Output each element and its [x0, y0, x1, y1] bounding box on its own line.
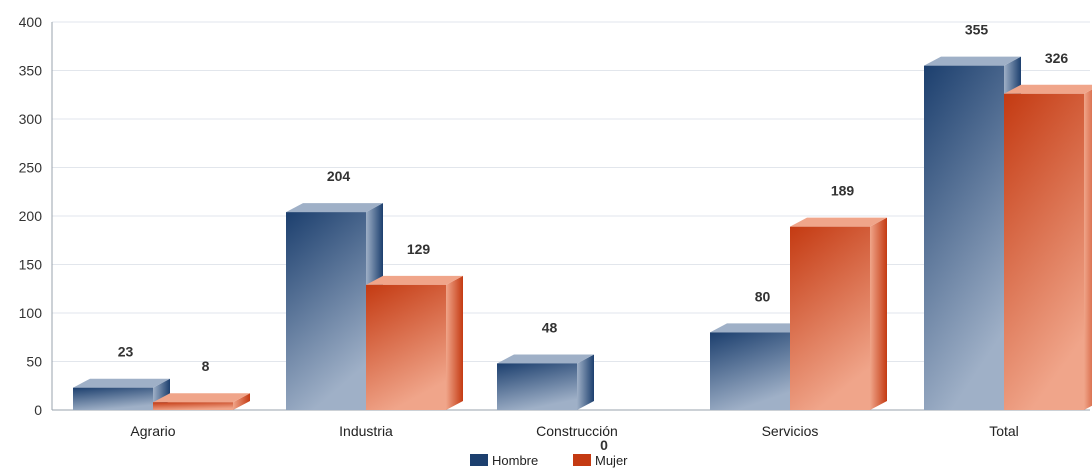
data-label-industria-hombre: 204 — [327, 168, 351, 184]
y-tick-label: 100 — [19, 305, 43, 321]
data-label-industria-mujer: 129 — [407, 241, 431, 257]
bar-top — [73, 378, 170, 388]
x-tick-label: Total — [989, 423, 1019, 439]
y-tick-label: 200 — [19, 208, 43, 224]
data-label-servicios-hombre: 80 — [755, 288, 771, 304]
bar-front — [790, 226, 870, 410]
legend-item-hombre: Hombre — [470, 453, 538, 468]
x-tick-label: Servicios — [762, 423, 819, 439]
bar-top — [497, 354, 594, 364]
data-labels: 23 8 204 129 48 0 80 189 355 326 — [118, 22, 1069, 453]
bar-front — [286, 212, 366, 410]
data-label-construccion-hombre: 48 — [542, 319, 558, 335]
bar-front — [1004, 93, 1084, 410]
legend-label: Hombre — [492, 453, 538, 468]
y-tick-label: 50 — [26, 354, 42, 370]
bar-front — [497, 363, 577, 410]
bar-side — [577, 354, 594, 410]
data-label-agrario-hombre: 23 — [118, 344, 134, 360]
bar-agrario-mujer — [153, 393, 250, 410]
y-tick-label: 250 — [19, 160, 43, 176]
bar-servicios-mujer — [790, 217, 887, 410]
bar-agrario-hombre — [73, 378, 170, 410]
bar-total-mujer — [1004, 84, 1092, 410]
legend-item-mujer: Mujer — [573, 453, 628, 468]
bar-side — [870, 217, 887, 410]
axes: 0 50 100 150 200 250 300 350 400 Agrario Industria… — [19, 14, 1090, 439]
bar-top — [924, 56, 1021, 66]
y-tick-label: 400 — [19, 14, 43, 30]
bar-top — [286, 203, 383, 213]
y-tick-label: 300 — [19, 111, 43, 127]
y-tick-label: 150 — [19, 257, 43, 273]
data-label-agrario-mujer: 8 — [202, 358, 210, 374]
bar-side — [1084, 89, 1092, 410]
legend-swatch — [470, 454, 488, 466]
legend-label: Mujer — [595, 453, 628, 468]
bar-front — [73, 387, 153, 410]
bar-front — [710, 332, 790, 410]
bar-top — [790, 217, 887, 227]
data-label-servicios-mujer: 189 — [831, 183, 855, 199]
bar-top — [1004, 84, 1092, 94]
x-tick-label: Construcción — [536, 423, 618, 439]
bar-front — [153, 402, 233, 410]
bar-side — [446, 275, 463, 410]
x-tick-label: Agrario — [130, 423, 175, 439]
bar-front — [366, 284, 446, 410]
bar-side — [233, 393, 250, 410]
x-tick-label: Industria — [339, 423, 393, 439]
bar-top — [366, 275, 463, 285]
bar-industria-mujer — [366, 275, 463, 410]
bar-top — [710, 323, 807, 333]
bar-top — [153, 393, 250, 403]
bars — [73, 56, 1092, 411]
data-label-construccion-mujer: 0 — [600, 437, 608, 453]
legend: Hombre Mujer — [470, 453, 628, 468]
data-label-total-hombre: 355 — [965, 22, 989, 38]
grid — [52, 21, 1090, 411]
bar-front — [924, 65, 1004, 411]
data-label-total-mujer: 326 — [1045, 50, 1069, 66]
y-tick-label: 350 — [19, 63, 43, 79]
legend-swatch — [573, 454, 591, 466]
y-tick-label: 0 — [34, 402, 42, 418]
bar-construccion-hombre — [497, 354, 594, 410]
